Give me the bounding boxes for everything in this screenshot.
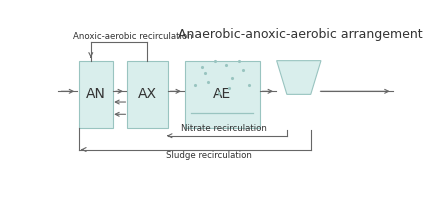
Text: Anaerobic-anoxic-aerobic arrangement: Anaerobic-anoxic-aerobic arrangement [178, 28, 423, 41]
Text: AE: AE [213, 87, 231, 101]
Bar [127, 61, 168, 128]
Text: AX: AX [138, 87, 157, 101]
Text: Nitrate recirculation: Nitrate recirculation [181, 124, 267, 134]
Polygon shape [277, 61, 321, 94]
Bar [79, 61, 113, 128]
Text: AN: AN [86, 87, 106, 101]
Text: Sludge recirculation: Sludge recirculation [165, 151, 251, 160]
Text: Anoxic-aerobic recirculation: Anoxic-aerobic recirculation [73, 32, 192, 41]
Bar [185, 61, 260, 128]
